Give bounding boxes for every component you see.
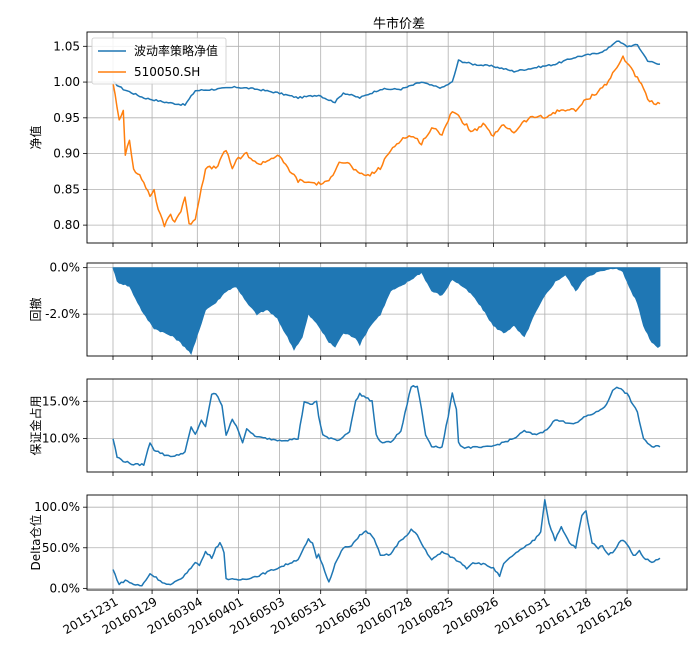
ylabel-drawdown: 回撤 xyxy=(28,297,43,321)
ylabel-margin: 保证金占用 xyxy=(28,395,43,455)
legend-label-510050: 510050.SH xyxy=(134,65,200,79)
ytick-label-0: 0.80 xyxy=(53,218,80,232)
ytick-label-1: 0.85 xyxy=(53,182,80,196)
ytick-label-5: 1.05 xyxy=(53,39,80,53)
legend-label-nav: 波动率策略净值 xyxy=(134,43,218,58)
series-delta-0 xyxy=(112,499,661,587)
ytick-label-2: 100.0% xyxy=(34,500,80,514)
ytick-label-4: 1.00 xyxy=(53,75,80,89)
ytick-label-3: 0.95 xyxy=(53,111,80,125)
ytick-label-1: 50.0% xyxy=(42,541,80,555)
panel-margin: 10.0% 15.0%保证金占用 xyxy=(28,378,688,476)
ytick-label-0: 0.0% xyxy=(50,581,81,595)
legend: 波动率策略净值 510050.SH xyxy=(91,37,227,85)
panel-delta: 0.0% 50.0% 100.0%Delta仓位 xyxy=(28,494,688,595)
axes-frame xyxy=(86,262,688,357)
axes-frame xyxy=(86,31,688,244)
series-nav-1 xyxy=(112,55,661,228)
axes-frame xyxy=(86,378,688,473)
x-tick-labels: 2015123120160129201603042016040120160503… xyxy=(61,594,635,637)
ylabel-delta: Delta仓位 xyxy=(28,514,43,570)
series-drawdown-area xyxy=(112,267,661,355)
ytick-label-2: 0.90 xyxy=(53,147,80,161)
panel-drawdown: 0.0% -2.0%回撤 xyxy=(28,261,688,360)
chart-title: 牛市价差 xyxy=(373,16,425,32)
series-nav-0 xyxy=(112,40,661,106)
ytick-label-1: 15.0% xyxy=(42,394,80,408)
ytick-label-0: 10.0% xyxy=(42,432,80,446)
ytick-label-1: -2.0% xyxy=(45,307,80,321)
axes-frame xyxy=(86,494,688,591)
ylabel-nav: 净值 xyxy=(28,125,43,149)
panel-nav: 0.80 0.85 0.90 0.95 1.00 1.05 净值 xyxy=(28,31,688,247)
series-margin-0 xyxy=(112,384,661,467)
ytick-label-0: 0.0% xyxy=(50,261,81,275)
